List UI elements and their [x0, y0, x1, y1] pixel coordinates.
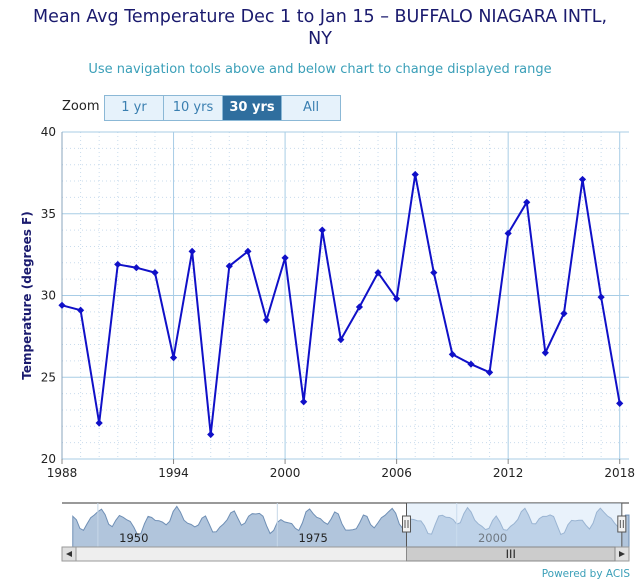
x-tick-label: 2012 [493, 466, 524, 480]
data-point[interactable] [58, 301, 66, 309]
zoom-30yrs-button[interactable]: 30 yrs [223, 96, 282, 120]
data-point[interactable] [151, 269, 159, 277]
zoom-1yr-button[interactable]: 1 yr [105, 96, 164, 120]
powered-by-credit[interactable]: Powered by ACIS [541, 568, 630, 580]
data-point[interactable] [114, 260, 122, 269]
data-point[interactable] [541, 349, 549, 357]
data-point[interactable] [281, 254, 289, 262]
data-point[interactable] [207, 430, 215, 439]
data-point[interactable] [430, 269, 438, 277]
data-point[interactable] [504, 229, 512, 237]
data-point[interactable] [523, 198, 531, 206]
data-point[interactable] [560, 309, 568, 318]
scroll-left-arrow-icon [66, 551, 72, 557]
zoom-10yrs-button[interactable]: 10 yrs [164, 96, 223, 120]
data-point[interactable] [337, 336, 345, 344]
zoom-label: Zoom [62, 99, 100, 114]
data-point[interactable] [132, 264, 140, 272]
data-point[interactable] [393, 295, 401, 303]
data-point[interactable] [225, 262, 233, 270]
navigator-series-area [72, 505, 630, 548]
navigator-label: 1975 [299, 531, 328, 545]
scrollbar-thumb[interactable] [406, 546, 616, 562]
y-tick-label: 35 [41, 207, 56, 221]
data-point[interactable] [616, 399, 624, 408]
y-tick-label: 20 [41, 452, 56, 466]
data-point[interactable] [374, 269, 382, 277]
zoom-all-button[interactable]: All [282, 96, 340, 120]
chart-title: Mean Avg Temperature Dec 1 to Jan 15 – B… [0, 6, 640, 50]
y-axis-label: Temperature (degrees F) [20, 211, 34, 380]
data-point[interactable] [169, 354, 178, 362]
data-point[interactable] [95, 419, 103, 427]
data-point[interactable] [411, 170, 419, 179]
navigator-selected-mask [406, 503, 622, 547]
data-point[interactable] [76, 306, 85, 314]
data-point[interactable] [188, 247, 196, 255]
navigator-label: 2000 [478, 531, 507, 545]
data-point[interactable] [318, 226, 326, 234]
y-tick-label: 40 [41, 125, 56, 139]
data-point[interactable] [448, 350, 456, 358]
x-tick-label: 2000 [270, 466, 301, 480]
zoom-button-group: 1 yr 10 yrs 30 yrs All [104, 95, 341, 121]
data-point[interactable] [244, 247, 252, 255]
navigator-handle-left[interactable] [402, 515, 412, 533]
navigator-handle-right[interactable] [617, 515, 627, 533]
x-tick-label: 1994 [158, 466, 189, 480]
scroll-right-arrow-icon [619, 551, 625, 557]
x-tick-label: 2006 [381, 466, 412, 480]
data-point[interactable] [597, 293, 605, 301]
navigator-label: 1950 [119, 531, 148, 545]
data-point[interactable] [485, 368, 494, 376]
data-point[interactable] [355, 303, 364, 311]
data-point[interactable] [467, 360, 475, 368]
chart-subtitle: Use navigation tools above and below cha… [88, 62, 552, 77]
chart-title-line-1: Mean Avg Temperature Dec 1 to Jan 15 – B… [32, 7, 608, 27]
data-point[interactable] [300, 398, 308, 406]
chart-title-line-2: NY [308, 29, 332, 49]
data-point[interactable] [262, 316, 271, 324]
y-tick-label: 25 [41, 370, 56, 384]
x-tick-label: 1988 [47, 466, 78, 480]
x-tick-label: 2018 [604, 466, 635, 480]
data-point[interactable] [578, 175, 587, 184]
scrollbar-grip-icon: III [506, 547, 516, 561]
y-tick-label: 30 [41, 289, 56, 303]
